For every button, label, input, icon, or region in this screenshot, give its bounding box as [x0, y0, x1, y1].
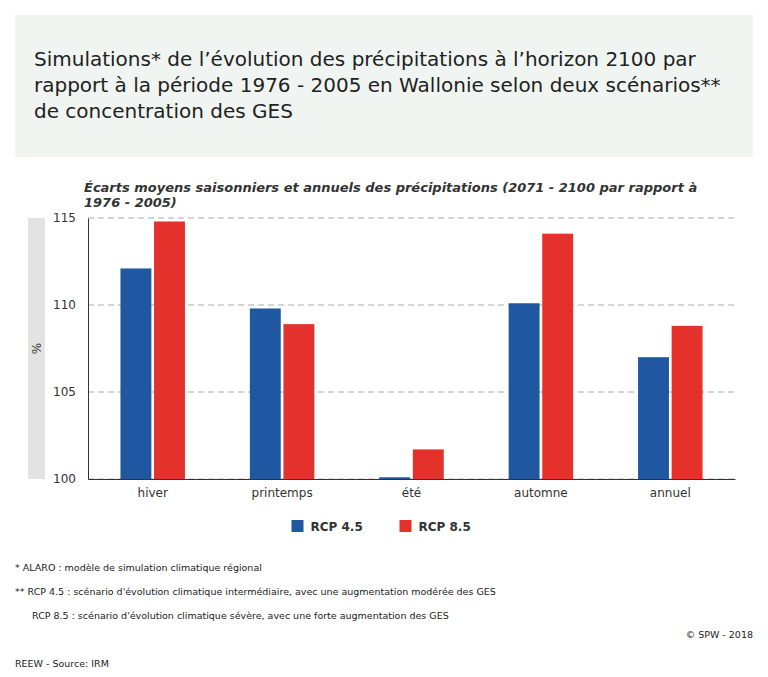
y-tick: 105 — [53, 385, 88, 399]
x-tick: printemps — [252, 486, 313, 500]
bar — [638, 357, 669, 479]
legend-label: RCP 4.5 — [311, 520, 363, 534]
grid — [88, 218, 735, 479]
bar — [250, 308, 281, 479]
y-tick-label: 115 — [53, 211, 76, 225]
y-tick-label: 110 — [53, 298, 76, 312]
grid-line — [88, 392, 735, 393]
subtitle: Écarts moyens saisonniers et annuels des… — [84, 180, 697, 210]
title: Simulations* de l’évolution des précipit… — [34, 47, 721, 123]
y-axis: 100 105 110 115 — [53, 211, 88, 486]
text-line: Écarts moyens saisonniers et annuels des… — [84, 180, 697, 195]
bar — [154, 221, 185, 479]
grid-line — [88, 479, 735, 480]
annotations: * ALARO : modèle de simulation climatiqu… — [15, 562, 753, 669]
chart: Simulations* de l’évolution des précipit… — [0, 0, 768, 677]
title-box — [15, 15, 753, 157]
y-tick-label: 100 — [53, 472, 76, 486]
y-tick-label: 105 — [53, 385, 76, 399]
x-tick-label: printemps — [252, 486, 313, 500]
bar — [379, 477, 410, 479]
legend-item: RCP 4.5 — [292, 520, 363, 534]
text-line: Simulations* de l’évolution des précipit… — [34, 47, 697, 71]
x-tick-label: été — [402, 486, 421, 500]
x-tick: automne — [514, 486, 568, 500]
legend-item: RCP 8.5 — [400, 520, 471, 534]
y-tick: 100 — [53, 472, 88, 486]
bar — [672, 326, 703, 479]
x-tick: hiver — [138, 486, 168, 500]
annotation: * ALARO : modèle de simulation climatiqu… — [15, 562, 262, 573]
y-label-strip — [28, 218, 45, 479]
y-tick: 110 — [53, 298, 88, 312]
legend-swatch — [292, 520, 304, 532]
text-line: de concentration des GES — [34, 99, 293, 123]
legend-label: RCP 8.5 — [419, 520, 471, 534]
x-tick-label: annuel — [650, 486, 691, 500]
grid-line — [88, 218, 735, 219]
x-axis: hiver printemps été automne annuel — [89, 480, 736, 500]
annotation: RCP 8.5 : scénario d'évolution climatiqu… — [32, 610, 449, 621]
annotation: © SPW - 2018 — [686, 629, 753, 640]
x-tick-label: automne — [514, 486, 568, 500]
bar — [120, 268, 151, 479]
bar — [413, 449, 444, 479]
annotation: REEW - Source: IRM — [15, 658, 109, 669]
bar — [509, 303, 540, 479]
y-tick: 115 — [53, 211, 88, 225]
y-axis-title: % — [30, 343, 44, 354]
legend-swatch — [400, 520, 412, 532]
y-axis-line — [88, 219, 89, 480]
bar — [542, 234, 573, 479]
text-line: rapport à la période 1976 - 2005 en Wall… — [34, 73, 721, 97]
bar — [283, 324, 314, 479]
x-tick: été — [402, 486, 421, 500]
annotation: ** RCP 4.5 : scénario d'évolution climat… — [15, 586, 496, 597]
x-tick-label: hiver — [138, 486, 168, 500]
bars — [120, 221, 702, 479]
text-line: 1976 - 2005) — [84, 195, 177, 210]
grid-line — [88, 305, 735, 306]
legend: RCP 4.5 RCP 8.5 — [292, 520, 471, 534]
x-tick: annuel — [650, 486, 691, 500]
x-axis-line — [89, 479, 736, 480]
